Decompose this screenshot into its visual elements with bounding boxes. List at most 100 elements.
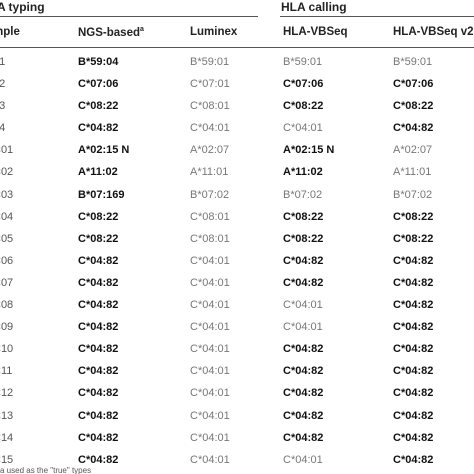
cell-hla-vbseq-v2: C*04:82: [393, 122, 434, 135]
cell-luminex: C*04:01: [190, 453, 230, 466]
cell-hla-vbseq: C*04:01: [283, 321, 323, 334]
cell-hla-vbseq: C*07:06: [283, 78, 324, 91]
cell-luminex: A*11:01: [190, 166, 229, 179]
cell-hla-vbseq: C*04:82: [283, 431, 324, 444]
cell-sample: C06: [0, 254, 14, 267]
column-header-hla-vbseq: HLA-VBSeq: [283, 26, 348, 38]
cell-ngs-based: C*08:22: [78, 232, 119, 245]
cell-hla-vbseq-v2: C*04:82: [393, 276, 434, 289]
table-row: C03 B*07:169 B*07:02 B*07:02 B*07:02: [0, 185, 474, 207]
cell-luminex: C*04:01: [190, 365, 230, 378]
cell-hla-vbseq: C*08:22: [283, 210, 324, 223]
cell-hla-vbseq: C*08:22: [283, 100, 324, 113]
cell-hla-vbseq: A*11:02: [283, 166, 323, 179]
table-row: C13 C*04:82 C*04:01 C*04:82 C*04:82: [0, 406, 474, 428]
cell-ngs-based: C*04:82: [78, 387, 119, 400]
cell-ngs-based: A*02:15 N: [78, 144, 130, 157]
cell-luminex: C*07:01: [190, 78, 230, 91]
cell-luminex: C*08:01: [190, 100, 230, 113]
cell-hla-vbseq-v2: C*04:82: [393, 254, 434, 267]
table-body: 01 B*59:04 B*59:01 B*59:01 B*59:01 02 C*07:06 C…: [0, 52, 474, 472]
cell-sample: C15: [0, 453, 14, 466]
cell-sample: 04: [0, 122, 6, 135]
cell-sample: C03: [0, 188, 14, 201]
cell-luminex: A*02:07: [190, 144, 230, 157]
cell-hla-vbseq-v2: C*08:22: [393, 100, 434, 113]
table-row: C07 C*04:82 C*04:01 C*04:82 C*04:82: [0, 273, 474, 295]
cell-hla-vbseq-v2: C*04:82: [393, 453, 434, 466]
column-header-rule: [0, 47, 474, 48]
cell-luminex: C*04:01: [190, 343, 230, 356]
table-row: C04 C*08:22 C*08:01 C*08:22 C*08:22: [0, 207, 474, 229]
table-row: 01 B*59:04 B*59:01 B*59:01 B*59:01: [0, 52, 474, 74]
cell-hla-vbseq-v2: C*04:82: [393, 299, 434, 312]
table-row: C14 C*04:82 C*04:01 C*04:82 C*04:82: [0, 428, 474, 450]
cell-luminex: B*07:02: [190, 188, 230, 201]
column-header-ngs-based: NGS-baseda: [78, 26, 144, 39]
cell-sample: 01: [0, 56, 6, 68]
cell-ngs-based: C*04:82: [78, 122, 119, 135]
cell-hla-vbseq: C*04:01: [283, 122, 323, 135]
table-row: 04 C*04:82 C*04:01 C*04:01 C*04:82: [0, 118, 474, 140]
cell-sample: C14: [0, 431, 14, 444]
cell-luminex: C*04:01: [190, 409, 230, 422]
cell-hla-vbseq: C*04:82: [283, 409, 324, 422]
cell-hla-vbseq: C*04:82: [283, 343, 324, 356]
cell-luminex: C*04:01: [190, 431, 230, 444]
table-row: C12 C*04:82 C*04:01 C*04:82 C*04:82: [0, 383, 474, 405]
cell-hla-vbseq: A*02:15 N: [283, 144, 335, 157]
cell-luminex: C*08:01: [190, 210, 230, 223]
column-header-luminex: Luminex: [190, 26, 238, 38]
cell-ngs-based: C*04:82: [78, 276, 119, 289]
table-row: C11 C*04:82 C*04:01 C*04:82 C*04:82: [0, 361, 474, 383]
header-rule-left: [0, 16, 258, 17]
column-header-hla-vbseq-v2: HLA-VBSeq v2: [393, 26, 474, 38]
group-header-hla-calling: HLA calling: [281, 0, 347, 14]
table-row: C10 C*04:82 C*04:01 C*04:82 C*04:82: [0, 339, 474, 361]
cell-hla-vbseq-v2: C*04:82: [393, 321, 434, 334]
cell-hla-vbseq-v2: C*04:82: [393, 365, 434, 378]
cell-ngs-based: C*04:82: [78, 343, 119, 356]
cell-sample: C07: [0, 276, 14, 289]
cell-luminex: C*04:01: [190, 299, 230, 312]
table-row: C06 C*04:82 C*04:01 C*04:82 C*04:82: [0, 251, 474, 273]
table-row: C02 A*11:02 A*11:01 A*11:02 A*11:01: [0, 162, 474, 184]
cell-luminex: C*04:01: [190, 276, 230, 289]
cell-ngs-based: C*07:06: [78, 78, 119, 91]
cell-ngs-based: C*04:82: [78, 299, 119, 312]
cell-ngs-based: C*04:82: [78, 453, 119, 466]
cell-hla-vbseq-v2: A*11:01: [393, 166, 432, 179]
cell-luminex: C*04:01: [190, 122, 230, 135]
cell-luminex: C*04:01: [190, 321, 230, 334]
table-row: C05 C*08:22 C*08:01 C*08:22 C*08:22: [0, 229, 474, 251]
cell-hla-vbseq: B*59:01: [283, 56, 323, 68]
cell-sample: C04: [0, 210, 14, 223]
cell-luminex: B*59:01: [190, 56, 230, 68]
cell-hla-vbseq: C*04:82: [283, 276, 324, 289]
cell-hla-vbseq: C*04:01: [283, 299, 323, 312]
table-row: 02 C*07:06 C*07:01 C*07:06 C*07:06: [0, 74, 474, 96]
cell-sample: C08: [0, 299, 14, 312]
cell-hla-vbseq-v2: C*07:06: [393, 78, 434, 91]
cell-ngs-based: C*08:22: [78, 210, 119, 223]
cell-sample: C11: [0, 365, 13, 378]
cell-luminex: C*08:01: [190, 232, 230, 245]
cell-luminex: C*04:01: [190, 387, 230, 400]
header-rule-right: [280, 16, 474, 17]
cell-sample: 03: [0, 100, 6, 113]
cell-sample: C01: [0, 144, 14, 157]
cell-ngs-based: B*07:169: [78, 188, 125, 201]
cell-hla-vbseq-v2: C*04:82: [393, 409, 434, 422]
cell-sample: C12: [0, 387, 14, 400]
table-row: C08 C*04:82 C*04:01 C*04:01 C*04:82: [0, 295, 474, 317]
footnote-marker: a: [140, 26, 144, 33]
cell-ngs-based: B*59:04: [78, 56, 119, 68]
cell-hla-vbseq: C*04:82: [283, 365, 324, 378]
cell-ngs-based: C*08:22: [78, 100, 119, 113]
cell-sample: C13: [0, 409, 14, 422]
cell-hla-vbseq: C*04:82: [283, 387, 324, 400]
cell-sample: C02: [0, 166, 14, 179]
table-footnote: a used as the "true" types: [0, 466, 92, 474]
cell-ngs-based: C*04:82: [78, 321, 119, 334]
